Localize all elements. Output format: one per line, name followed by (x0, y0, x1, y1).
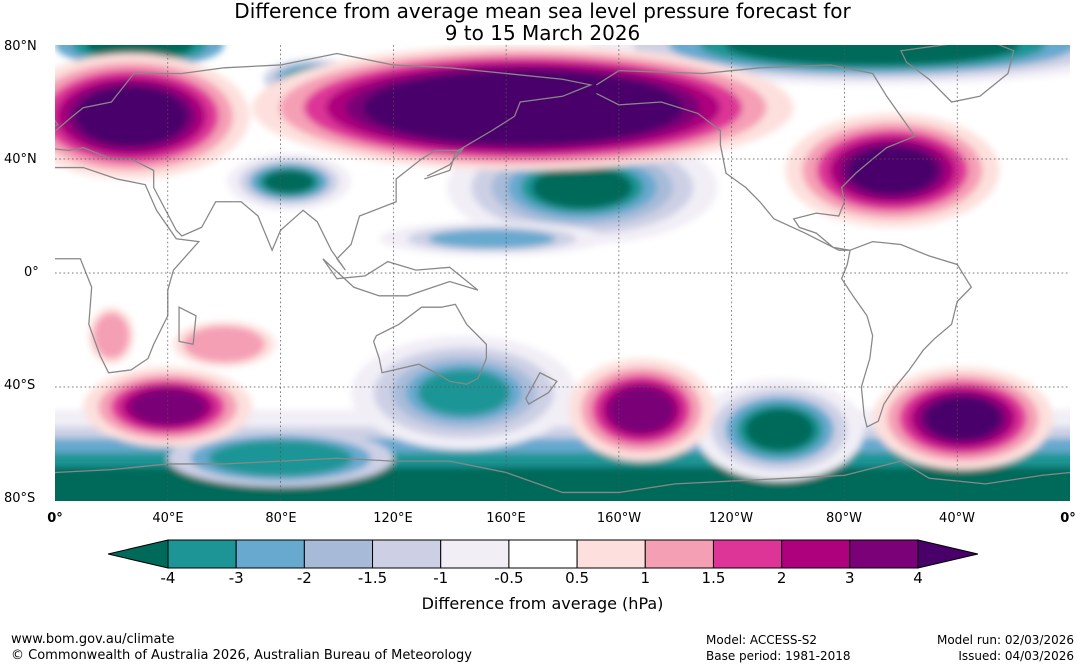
graticule (55, 45, 1070, 501)
colorbar-tick-label: -2 (296, 569, 312, 587)
lon-tick-40w: 40°W (939, 511, 975, 526)
colorbar-tick-label: 1 (640, 569, 651, 587)
anomaly-tropical-pacific-low (428, 229, 556, 249)
anomaly-indian-ocean-high (129, 388, 207, 425)
anomaly-central-asia-low (263, 170, 315, 194)
lat-tick-80s: 80°S (4, 491, 36, 506)
coast-australia (372, 303, 488, 385)
colorbar-tick-label: 1.5 (701, 569, 726, 587)
footer-model: Model: ACCESS-S2 (706, 633, 818, 647)
anomaly-siberia-high (363, 70, 683, 145)
colorbar-extend-high (917, 539, 978, 569)
colorbar-cell (372, 539, 442, 569)
colorbar-cell (849, 539, 919, 569)
colorbar-cell (644, 539, 714, 569)
coast-africa (55, 166, 201, 374)
anomaly-fields (55, 45, 1070, 501)
title-line-2: 9 to 15 March 2026 (444, 21, 641, 45)
coastlines (55, 45, 1070, 494)
pressure-anomaly-map (55, 45, 1070, 501)
coast-greenland (899, 45, 1015, 103)
lon-tick-80e: 80°E (265, 511, 297, 526)
lat-tick-80n: 80°N (4, 39, 37, 54)
map-svg (55, 45, 1070, 501)
footer-website: www.bom.gov.au/climate (11, 632, 175, 647)
coast-south-america (840, 240, 973, 428)
lon-tick-80w: 80°W (826, 511, 862, 526)
lon-tick-160e: 160°E (486, 511, 526, 526)
coast-indonesia (322, 258, 479, 297)
lon-tick-120w: 120°W (708, 511, 754, 526)
colorbar-tick-label: 2 (776, 569, 787, 587)
anomaly-south-africa-high (93, 312, 130, 359)
colorbar-tick-label: -1 (433, 569, 449, 587)
coast-north-america (595, 64, 916, 251)
anomaly-south-pacific-high (608, 386, 675, 433)
coast-nz (525, 371, 558, 405)
lat-tick-40s: 40°S (4, 378, 36, 393)
anomaly-south-indian-high (183, 326, 265, 363)
lon-tick-0-left: 0° (47, 511, 63, 526)
colorbar-tick-label: -3 (228, 569, 244, 587)
lat-tick-0: 0° (24, 265, 39, 280)
colorbar-extend-low (108, 539, 169, 569)
footer-copyright: © Commonwealth of Australia 2026, Austra… (11, 648, 472, 663)
footer-base-period: Base period: 1981-2018 (706, 649, 851, 663)
lon-tick-0-right: 0° (1060, 511, 1076, 526)
colorbar-cell (712, 539, 783, 569)
anomaly-arctic-low (725, 45, 1020, 66)
colorbar-tick-label: -4 (160, 569, 176, 587)
colorbar-tick-label: -0.5 (494, 569, 524, 587)
title-line-1: Difference from average mean sea level p… (234, 0, 851, 23)
anomaly-atlantic-high (847, 146, 938, 195)
anomaly-southern-low (208, 440, 353, 477)
colorbar (108, 539, 978, 569)
map-title: Difference from average mean sea level p… (0, 0, 1085, 44)
colorbar-tick-label: -1.5 (357, 569, 388, 587)
lon-tick-120e: 120°E (373, 511, 413, 526)
colorbar-cell (167, 539, 237, 569)
colorbar-tick-label: 4 (913, 569, 923, 587)
colorbar-cell (440, 539, 510, 569)
anomaly-southern-low (744, 408, 815, 451)
colorbar-cell (508, 539, 578, 569)
colorbar-tick-label: 0.5 (565, 569, 590, 587)
colorbar-tick-label: 3 (845, 569, 855, 587)
colorbar-cell (303, 539, 374, 569)
colorbar-cell (235, 539, 305, 569)
footer-issued: Issued: 04/03/2026 (958, 649, 1074, 663)
colorbar-cell (576, 539, 646, 569)
anomaly-south-atlantic-high (925, 396, 1001, 440)
anomaly-europe-high (75, 86, 187, 146)
anomaly-southern-low (417, 369, 511, 417)
colorbar-cell (781, 539, 851, 569)
colorbar-cells (108, 539, 978, 569)
anomaly-north-pacific-low (532, 166, 633, 209)
coast-eurasia (55, 52, 593, 271)
coast-antarctica (55, 457, 1070, 494)
coast-japan (424, 147, 465, 180)
lon-tick-40e: 40°E (152, 511, 184, 526)
lon-tick-160w: 160°W (596, 511, 642, 526)
lat-tick-40n: 40°N (4, 152, 37, 167)
coast-madagascar (178, 306, 197, 346)
footer-model-run: Model run: 02/03/2026 (936, 633, 1074, 647)
colorbar-label: Difference from average (hPa) (421, 594, 664, 613)
